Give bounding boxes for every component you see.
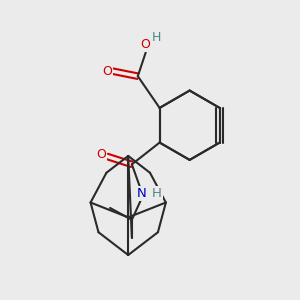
Text: H: H [152, 31, 161, 44]
Text: N: N [137, 187, 147, 200]
Text: H: H [152, 187, 162, 200]
Text: O: O [96, 148, 106, 161]
Text: O: O [140, 38, 150, 51]
Text: O: O [102, 65, 112, 78]
